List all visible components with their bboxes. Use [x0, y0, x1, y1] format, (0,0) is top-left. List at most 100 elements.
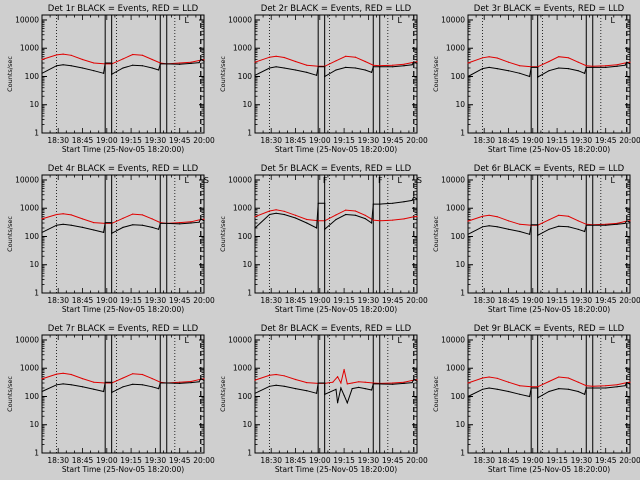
x-tick-label: 19:00 [309, 296, 331, 305]
lld-point [629, 220, 631, 222]
events-point [56, 224, 58, 226]
lld-point [306, 64, 308, 66]
events-point [200, 218, 202, 220]
lld-point [392, 382, 394, 384]
y-axis-label: Counts/sec [6, 216, 14, 252]
x-tick-label: 19:00 [522, 296, 544, 305]
events-point [626, 220, 628, 222]
events-point [104, 381, 106, 383]
events-point [41, 231, 43, 233]
events-point [403, 201, 405, 203]
events-point [122, 67, 124, 69]
y-tick-label: 1000 [446, 364, 465, 373]
events-point [343, 394, 345, 396]
x-tick-label: 19:30 [145, 296, 167, 305]
lld-point [179, 222, 181, 224]
events-point [592, 66, 594, 68]
panel-det-6r: Det 6r BLACK = Events, RED = LLD 1 10 100 10… [432, 164, 640, 314]
lld-point [372, 64, 374, 66]
lld-point [254, 379, 256, 381]
events-point [283, 67, 285, 69]
panel-det-1r: Det 1r BLACK = Events, RED = LLD 1 10 100 10… [6, 4, 215, 154]
x-tick-label: 18:45 [498, 296, 520, 305]
series-events-line [41, 218, 205, 235]
lld-point [62, 213, 64, 215]
lld-point [548, 380, 550, 383]
lld-point [537, 386, 539, 388]
lld-point [379, 220, 381, 222]
events-point [379, 66, 381, 68]
x-tick-label: 19:30 [571, 296, 593, 305]
events-point [41, 72, 43, 74]
lld-point [616, 384, 618, 386]
lld-point [482, 377, 484, 379]
flag-marker-F: F [323, 176, 328, 185]
x-tick-label: 19:45 [595, 136, 617, 145]
y-tick-label: 10000 [228, 15, 252, 24]
events-point [507, 390, 510, 393]
events-point [254, 74, 256, 76]
lld-point [132, 213, 134, 215]
events-point [324, 382, 326, 384]
events-point [364, 69, 366, 71]
events-point [624, 222, 626, 224]
events-point [577, 228, 579, 230]
events-point [70, 384, 72, 386]
panel-det-3r: Det 3r BLACK = Events, RED = LLD 1 10 100 10… [432, 4, 640, 154]
panel-title: Det 5r BLACK = Events, RED = LLD [261, 164, 412, 174]
lld-point [507, 381, 510, 383]
y-tick-label: 100 [451, 72, 466, 81]
flag-marker-S: S [204, 176, 209, 185]
events-point [104, 62, 106, 64]
x-tick-label: 19:15 [120, 456, 142, 465]
plot-frame [254, 174, 418, 294]
events-point [629, 383, 631, 385]
events-point [379, 383, 381, 385]
series-lld-line [467, 376, 631, 388]
lld-point [392, 219, 394, 221]
plot-frame [41, 334, 205, 454]
events-point [122, 226, 124, 228]
events-point [151, 67, 153, 69]
events-point [200, 58, 202, 61]
lld-point [358, 381, 360, 383]
flag-marker-L: L [184, 336, 189, 345]
events-point [111, 381, 113, 383]
panel-det-5r: Det 5r BLACK = Events, RED = LLD 1 10 100 10… [219, 164, 428, 314]
events-point [558, 388, 560, 390]
events-point [166, 222, 168, 224]
lld-point [605, 65, 607, 67]
x-tick-label: 19:00 [96, 136, 118, 145]
x-tick-label: 19:30 [145, 136, 167, 145]
lld-point [141, 373, 143, 376]
lld-point [567, 377, 570, 379]
events-point [371, 222, 373, 224]
flag-marker-L: L [184, 176, 189, 185]
x-tick-label: 20:00 [406, 136, 428, 145]
events-point [103, 231, 105, 233]
events-point [496, 388, 498, 390]
lld-point [306, 218, 308, 221]
x-tick-label: 18:30 [473, 136, 495, 145]
lld-point [585, 65, 587, 67]
y-axis-label: Counts/sec [6, 56, 14, 92]
lld-point [62, 53, 64, 55]
x-tick-label: 18:45 [72, 296, 94, 305]
y-tick-label: 1000 [233, 364, 252, 373]
events-point [529, 233, 531, 235]
events-point [585, 66, 587, 68]
y-axis-label: Counts/sec [6, 376, 14, 412]
lld-point [403, 63, 405, 65]
panel-title: Det 8r BLACK = Events, RED = LLD [261, 324, 412, 334]
y-tick-label: 10 [29, 420, 39, 429]
lld-point [372, 382, 374, 384]
lld-point [488, 376, 490, 378]
series-events-line [254, 196, 418, 231]
events-point [203, 379, 205, 381]
lld-point [364, 60, 366, 63]
y-tick-label: 100 [451, 392, 466, 401]
events-point [111, 232, 113, 234]
lld-point [190, 380, 192, 383]
x-tick-label: 19:00 [96, 456, 118, 465]
y-tick-label: 10 [455, 420, 465, 429]
